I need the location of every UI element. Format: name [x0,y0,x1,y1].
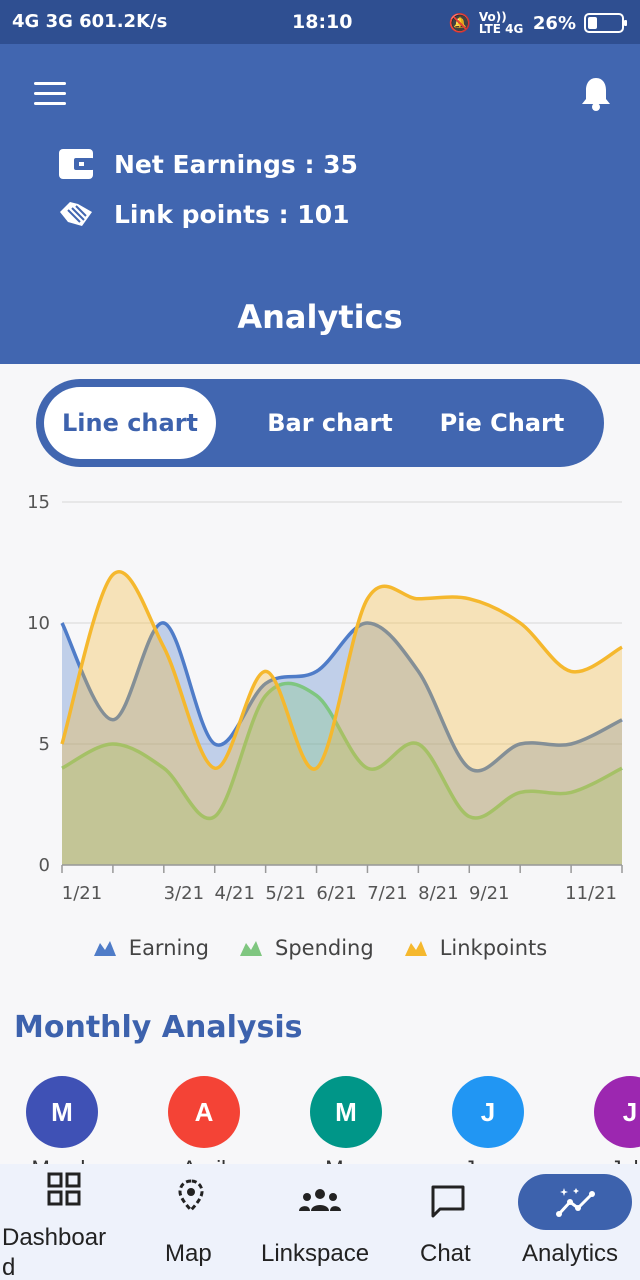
x-tick-label: 11/21 [565,883,617,904]
nav-map[interactable]: Map [130,1164,250,1280]
x-tick-label: 5/21 [265,883,305,904]
chat-icon [431,1185,465,1218]
status-time: 18:10 [292,11,353,33]
legend-spending-icon [239,941,262,956]
legend-earning-icon [93,941,116,956]
line-chart: 0 5 10 15 1/21 3/21 4/21 5/21 6/21 7/21 8/21 9/21 11… [27,492,623,904]
people-icon [299,1189,341,1211]
y-tick-label: 0 [39,855,50,876]
legend-linkpoints-icon [404,941,427,956]
nav-dashboard[interactable]: Dashboar d [0,1164,128,1280]
area-earning [62,622,622,865]
y-tick-label: 15 [27,492,50,513]
month-label: July [580,1156,640,1166]
x-tick-label: 1/21 [62,883,102,904]
y-tick-label: 5 [39,734,50,755]
x-tick-label: 7/21 [367,883,407,904]
month-avatar: M [26,1076,98,1148]
bell-icon[interactable] [580,76,612,112]
x-tick-label: 3/21 [164,883,204,904]
net-earnings-text: Net Earnings : 35 [114,149,358,179]
y-tick-label: 10 [27,613,50,634]
notification-off-icon: 🔕 [448,12,471,34]
network-type: Vo)) LTE 4G [478,10,524,36]
handshake-icon [60,202,92,226]
nav-label: Dashboar [2,1224,107,1251]
month-label: March [12,1156,112,1166]
section-title: Monthly Analysis [14,1010,303,1045]
menu-icon[interactable] [34,82,66,106]
nav-label: Chat [420,1240,471,1267]
month-avatar: J [452,1076,524,1148]
x-tick-label: 8/21 [418,883,458,904]
legend-earning-label: Earning [128,936,209,960]
month-item-april[interactable]: A April [154,1076,254,1166]
month-avatar: A [168,1076,240,1148]
legend-earning: Earning [93,936,209,960]
chart-legend: Earning Spending Linkpoints [0,936,640,960]
page-title: Analytics [237,298,403,336]
months-list: M March A April M May J June J July [0,1076,640,1166]
legend-spending: Spending [239,936,374,960]
line-linkpoints [60,570,623,771]
month-item-june[interactable]: J June [438,1076,538,1166]
status-network-speed: 4G 3G 601.2K/s [12,11,168,32]
map-pin-icon [178,1179,204,1213]
status-right: 🔕 Vo)) LTE 4G 26% [448,10,627,36]
battery-icon [584,13,627,33]
analytics-icon [556,1188,595,1217]
area-linkpoints [62,571,622,865]
month-label: June [438,1156,538,1166]
x-tick-label: 6/21 [316,883,356,904]
month-item-july[interactable]: J July [580,1076,640,1166]
wallet-icon [59,149,94,179]
status-bar: 4G 3G 601.2K/s 18:10 🔕 Vo)) LTE 4G 26% [0,0,640,44]
month-avatar: M [310,1076,382,1148]
bottom-nav: Dashboar d Map Linkspace Chat [0,1164,640,1280]
chart-type-tabs: Line chart Bar chart Pie Chart [36,379,604,467]
nav-label: Map [165,1240,212,1267]
legend-linkpoints-label: Linkpoints [439,936,548,960]
nav-analytics[interactable]: Analytics [510,1164,640,1280]
legend-linkpoints: Linkpoints [404,936,548,960]
link-points-row: Link points : 101 [58,198,350,230]
line-spending [61,681,623,821]
tab-line-chart[interactable]: Line chart [44,387,216,459]
dashboard-icon [47,1172,81,1206]
link-points-text: Link points : 101 [114,199,350,229]
tab-bar-chart[interactable]: Bar chart [267,409,393,437]
area-spending [62,683,622,865]
nav-active-indicator [518,1174,632,1230]
line-earning [60,621,623,773]
nav-label: Analytics [522,1240,619,1267]
month-label: May [296,1156,396,1166]
header: Net Earnings : 35 Link points : 101 Anal… [0,44,640,364]
x-tick-label: 4/21 [215,883,255,904]
month-item-march[interactable]: M March [12,1076,112,1166]
nav-linkspace[interactable]: Linkspace [256,1164,386,1280]
nav-chat[interactable]: Chat [392,1164,504,1280]
battery-percent: 26% [532,12,576,34]
legend-spending-label: Spending [274,936,374,960]
month-item-may[interactable]: M May [296,1076,396,1166]
tab-pie-chart[interactable]: Pie Chart [439,409,565,437]
nav-label: d [2,1254,16,1280]
net-earnings-row: Net Earnings : 35 [58,148,358,180]
x-tick-label: 9/21 [469,883,509,904]
month-avatar: J [594,1076,640,1148]
nav-label: Linkspace [261,1240,370,1267]
month-label: April [154,1156,254,1166]
